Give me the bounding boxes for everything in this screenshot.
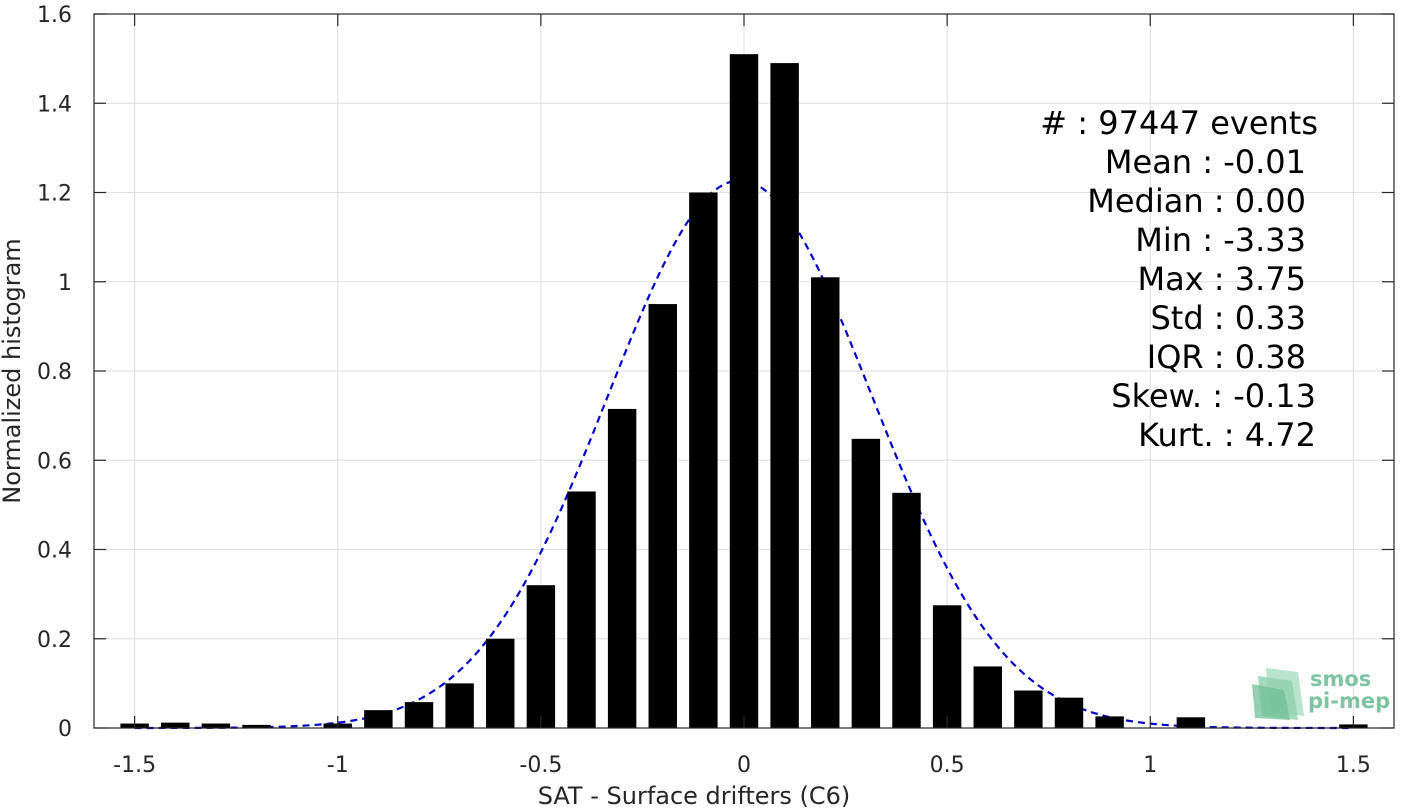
- histogram-bar: [689, 192, 718, 728]
- histogram-bar: [201, 723, 231, 728]
- histogram-bar: [770, 63, 799, 728]
- y-tick-label: 1: [58, 271, 72, 296]
- x-tick-labels: -1.5 -1 -0.5 0 0.5 1 1.5: [113, 753, 1371, 778]
- histogram-bar: [648, 304, 677, 728]
- y-tick-label: 1.2: [37, 182, 72, 207]
- y-tick-label: 0.8: [37, 360, 72, 385]
- x-tick-label: -1: [327, 753, 349, 778]
- histogram-bar: [526, 585, 556, 728]
- stat-line: IQR : 0.38: [1147, 338, 1306, 376]
- y-tick-label: 0.6: [37, 449, 72, 474]
- stat-line: Kurt. : 4.72: [1138, 416, 1316, 454]
- histogram-bar: [892, 492, 921, 728]
- histogram-bar: [242, 724, 271, 728]
- y-tick-label: 0: [58, 717, 72, 742]
- histogram-bar: [486, 638, 515, 728]
- x-axis-label: SAT - Surface drifters (C6): [538, 782, 851, 809]
- stat-line: Std : 0.33: [1150, 299, 1306, 337]
- x-tick-label: 1.5: [1336, 753, 1371, 778]
- histogram-bar: [567, 491, 596, 728]
- histogram-bar: [161, 722, 190, 728]
- histogram-bar: [1014, 690, 1043, 728]
- smos-pi-mep-logo: smos pi-mep: [1252, 667, 1390, 720]
- histogram-bar: [607, 408, 637, 728]
- histogram-bar: [729, 54, 759, 729]
- stat-line: Min : -3.33: [1135, 221, 1306, 259]
- y-tick-label: 1.4: [37, 92, 72, 117]
- histogram-bar: [1054, 697, 1084, 728]
- histogram-bar: [973, 666, 1002, 728]
- logo-mark-front: [1252, 684, 1290, 720]
- histogram-bar: [932, 605, 962, 728]
- histogram-bar: [445, 683, 474, 728]
- y-axis-label: Normalized histogram: [0, 238, 26, 503]
- y-tick-label: 0.2: [37, 628, 72, 653]
- bars-layer: [120, 54, 1368, 729]
- y-tick-label: 1.6: [37, 3, 72, 28]
- histogram-bar: [811, 277, 840, 728]
- x-tick-label: 1: [1143, 753, 1157, 778]
- stat-line: # : 97447 events: [1040, 104, 1318, 142]
- y-tick-label: 0.4: [37, 539, 72, 564]
- x-tick-label: -0.5: [519, 753, 562, 778]
- histogram-bar: [1176, 717, 1206, 728]
- logo-text-smos: smos: [1310, 667, 1371, 691]
- histogram-bar: [364, 710, 393, 728]
- x-tick-label: 0: [737, 753, 751, 778]
- stat-line: Skew. : -0.13: [1111, 377, 1316, 415]
- stat-line: Max : 3.75: [1137, 260, 1306, 298]
- stat-line: Mean : -0.01: [1105, 143, 1306, 181]
- stat-line: Median : 0.00: [1087, 182, 1306, 220]
- histogram-bar: [404, 702, 434, 728]
- y-tick-labels: 0 0.2 0.4 0.6 0.8 1 1.2 1.4 1.6: [37, 3, 72, 742]
- logo-text-pi-mep: pi-mep: [1308, 689, 1390, 713]
- x-tick-label: -1.5: [113, 753, 156, 778]
- histogram-bar: [851, 438, 881, 728]
- tick-marks: [94, 13, 1394, 729]
- histogram-bar: [1095, 716, 1124, 728]
- x-tick-label: 0.5: [930, 753, 965, 778]
